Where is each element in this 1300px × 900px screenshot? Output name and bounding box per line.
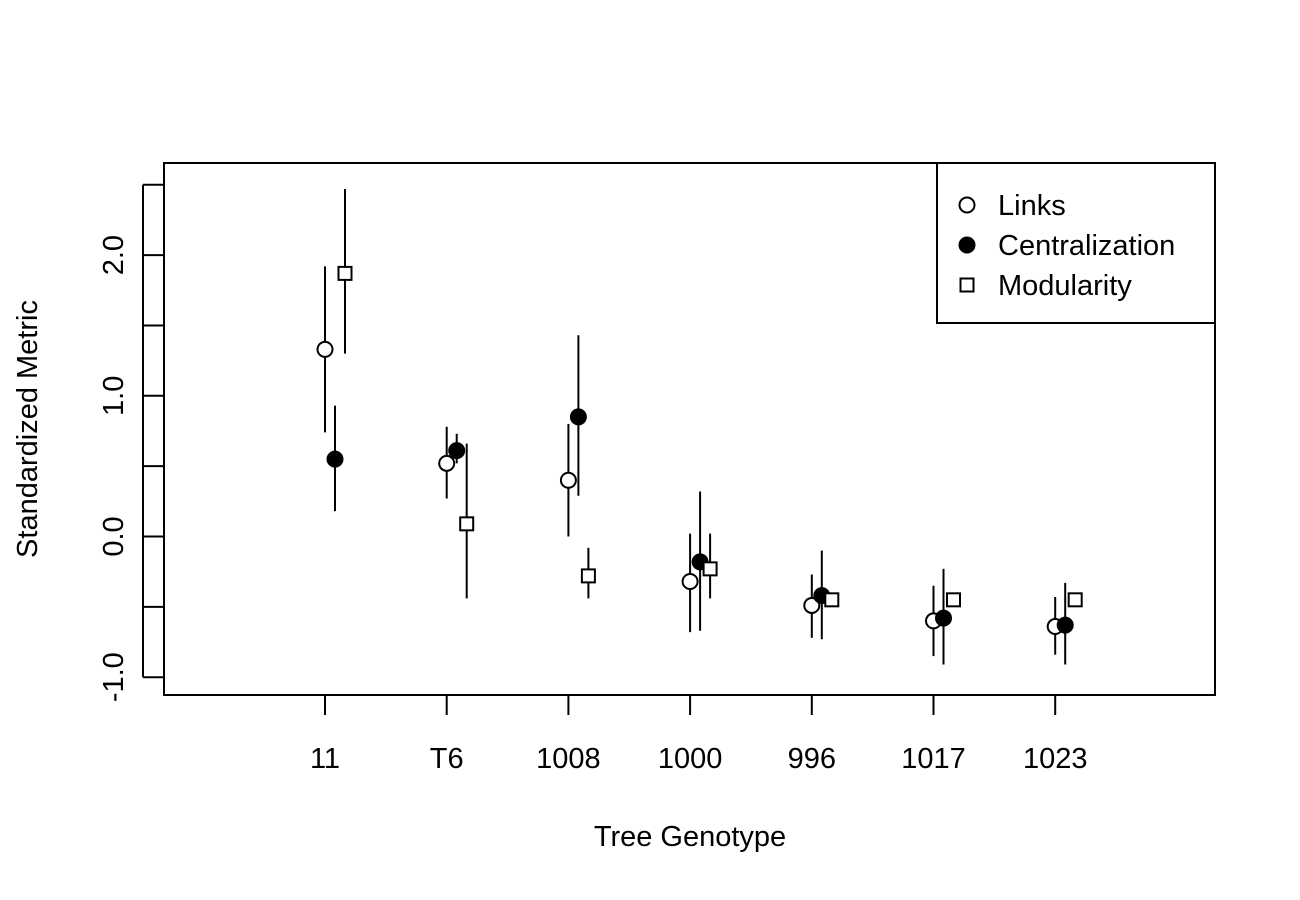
links-point [438,454,456,472]
modularity-point [946,592,961,608]
modularity-point [459,516,475,532]
legend-label-links: Links [998,190,1066,222]
y-tick-label: -1.0 [98,652,130,702]
legend-label-modularity: Modularity [998,270,1132,302]
legend-marker-modularity [959,277,975,293]
modularity-point [1067,592,1083,608]
y-tick-label: 0.0 [98,516,130,556]
axes: -1.0 0.0 1.0 2.0 11 T6 1008 1000 996 1017 1023 [98,162,1216,775]
x-axis-label: Tree Genotype [594,821,786,853]
centralization-point [1056,616,1074,634]
links-point [681,573,699,591]
modularity-point [824,592,840,608]
x-tick-label: 1023 [1023,743,1088,775]
x-tick-label: 1000 [658,743,723,775]
y-tick-label: 2.0 [98,235,130,275]
legend-marker-links [958,196,976,214]
legend: Links Centralization Modularity [936,162,1216,324]
links-point [803,596,821,614]
y-tick-label: 1.0 [98,376,130,416]
x-tick-label: T6 [430,743,464,775]
centralization-point [935,609,952,627]
legend-box [936,162,1216,324]
x-tick-label: 11 [310,743,340,775]
centralization-point [569,408,587,426]
legend-marker-centralization [958,236,976,254]
x-tick-label: 1017 [901,743,966,775]
legend-label-centralization: Centralization [998,230,1175,262]
data-marks [316,188,1083,665]
modularity-point [702,561,718,577]
links-point [559,471,577,489]
x-tick-label: 996 [788,743,836,775]
centralization-point [326,450,344,468]
links-point [316,340,334,358]
modularity-point [580,568,596,584]
y-axis-label: Standardized Metric [12,300,44,558]
centralization-point [448,442,466,460]
modularity-point [337,265,353,281]
x-tick-label: 1008 [536,743,601,775]
